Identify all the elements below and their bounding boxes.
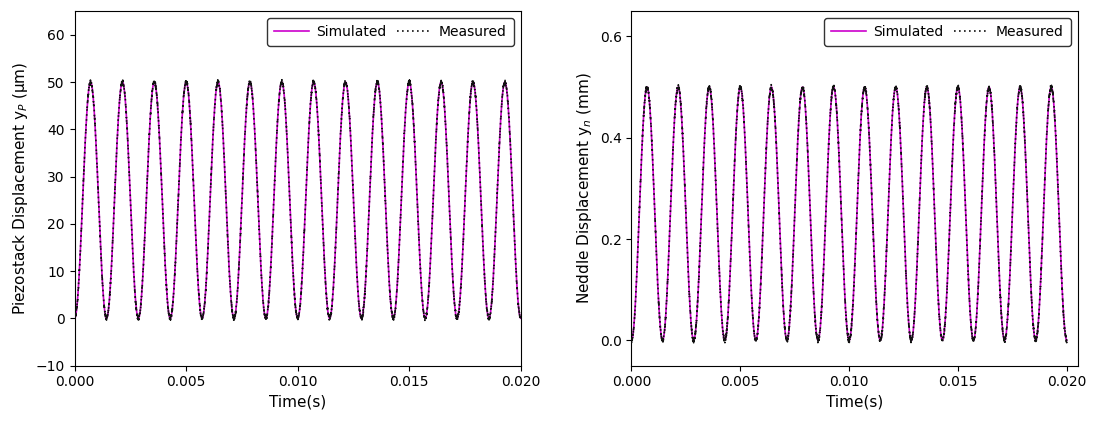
X-axis label: Time(s): Time(s) <box>826 395 884 410</box>
Simulated <box>704 89 718 94</box>
Simulated <box>983 85 996 90</box>
Measured <box>358 289 371 294</box>
Line: Simulated: Simulated <box>75 82 521 318</box>
Y-axis label: Piezostack Displacement y$_{P}$ (μm): Piezostack Displacement y$_{P}$ (μm) <box>11 62 30 315</box>
Measured <box>401 86 414 91</box>
Simulated <box>275 80 288 85</box>
Measured <box>983 85 996 90</box>
Legend: Simulated, Measured: Simulated, Measured <box>267 18 514 46</box>
Measured <box>886 107 899 112</box>
Simulated <box>886 109 899 115</box>
Line: Simulated: Simulated <box>632 87 1067 340</box>
Simulated <box>514 316 528 321</box>
Y-axis label: Neddle Displacement y$_{n}$ (mm): Neddle Displacement y$_{n}$ (mm) <box>575 72 595 304</box>
Simulated <box>435 80 448 85</box>
Measured <box>336 102 349 107</box>
Measured <box>704 89 718 94</box>
Measured <box>791 136 804 141</box>
Simulated <box>826 85 840 90</box>
Measured <box>908 312 921 317</box>
Simulated <box>358 290 371 295</box>
Measured <box>68 316 81 321</box>
Measured <box>765 82 778 87</box>
X-axis label: Time(s): Time(s) <box>269 395 326 410</box>
Simulated <box>908 310 921 315</box>
Line: Measured: Measured <box>75 80 521 321</box>
Simulated <box>950 91 963 96</box>
Measured <box>164 318 177 323</box>
Measured <box>149 85 163 91</box>
Measured <box>936 340 950 345</box>
Measured <box>435 82 448 87</box>
Simulated <box>335 103 348 108</box>
Legend: Simulated, Measured: Simulated, Measured <box>824 18 1070 46</box>
Measured <box>238 127 252 132</box>
Simulated <box>791 137 804 142</box>
Simulated <box>1061 338 1074 343</box>
Simulated <box>625 338 639 343</box>
Simulated <box>401 85 414 91</box>
Measured <box>275 77 288 82</box>
Measured <box>514 314 528 319</box>
Simulated <box>238 129 252 134</box>
Measured <box>625 338 639 344</box>
Simulated <box>68 316 81 321</box>
Line: Measured: Measured <box>632 85 1067 343</box>
Measured <box>1061 336 1074 341</box>
Simulated <box>149 84 163 89</box>
Measured <box>950 89 963 94</box>
